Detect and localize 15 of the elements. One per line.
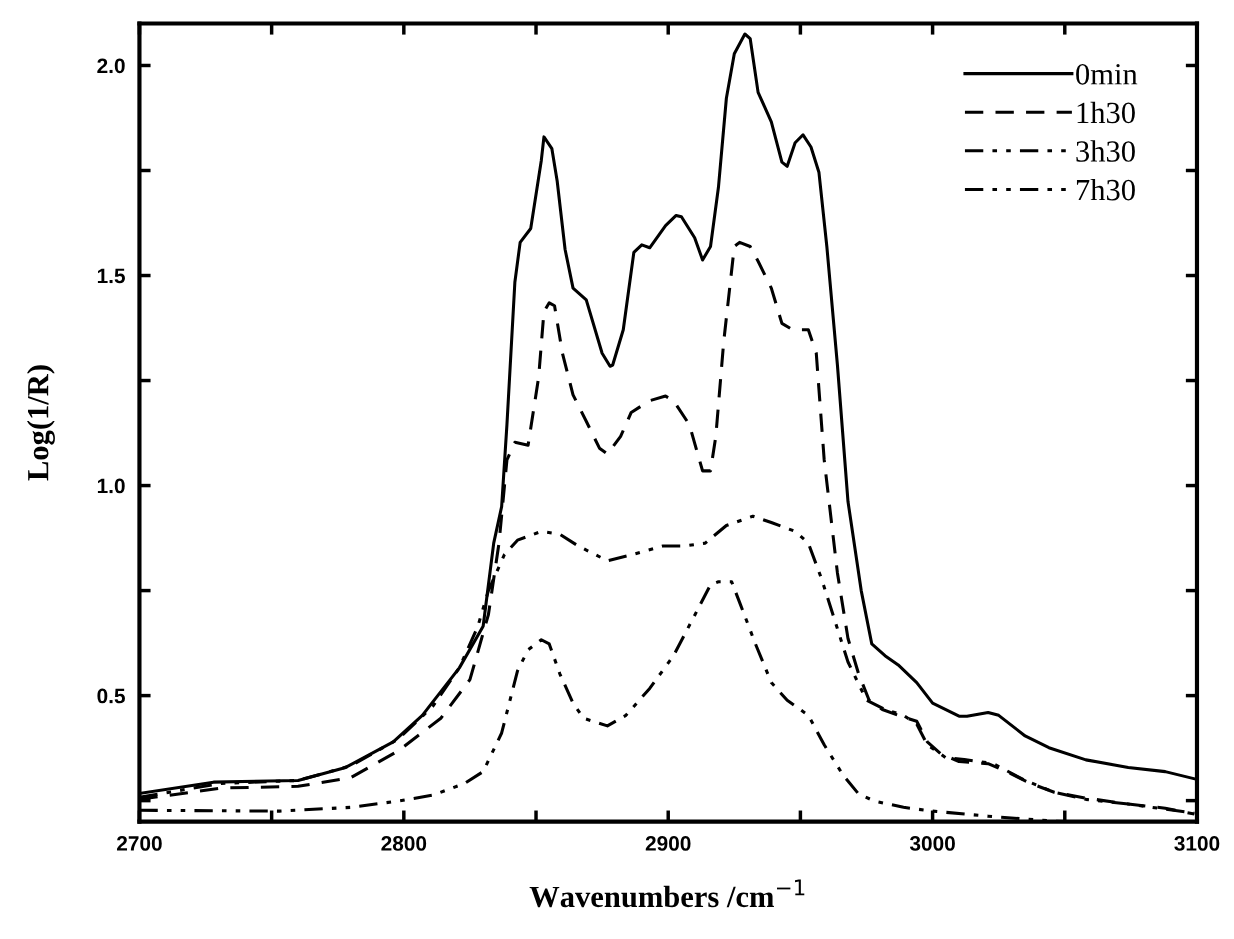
x-tick-label: 2700: [116, 836, 162, 851]
y-tick-label: 1.5: [97, 268, 125, 284]
legend-label: 1h30: [1077, 101, 1135, 124]
y-tick-label: 1.0: [97, 478, 125, 494]
legend-label: 3h30: [1076, 140, 1135, 162]
legend-label: 0min: [1076, 64, 1138, 85]
y-axis-title: Log(1/R): [26, 365, 55, 481]
x-tick-label: 3000: [909, 836, 955, 851]
x-tick-label: 3100: [1174, 836, 1220, 851]
x-axis-title: Wavenumbers /cm$^{−1}$: [529, 879, 805, 908]
legend-label: 7h30: [1076, 178, 1135, 201]
x-tick-label: 2900: [645, 836, 691, 851]
y-tick-label: 0.5: [97, 688, 125, 704]
y-tick-label: 2.0: [97, 58, 125, 74]
x-tick-label: 2800: [381, 836, 427, 851]
